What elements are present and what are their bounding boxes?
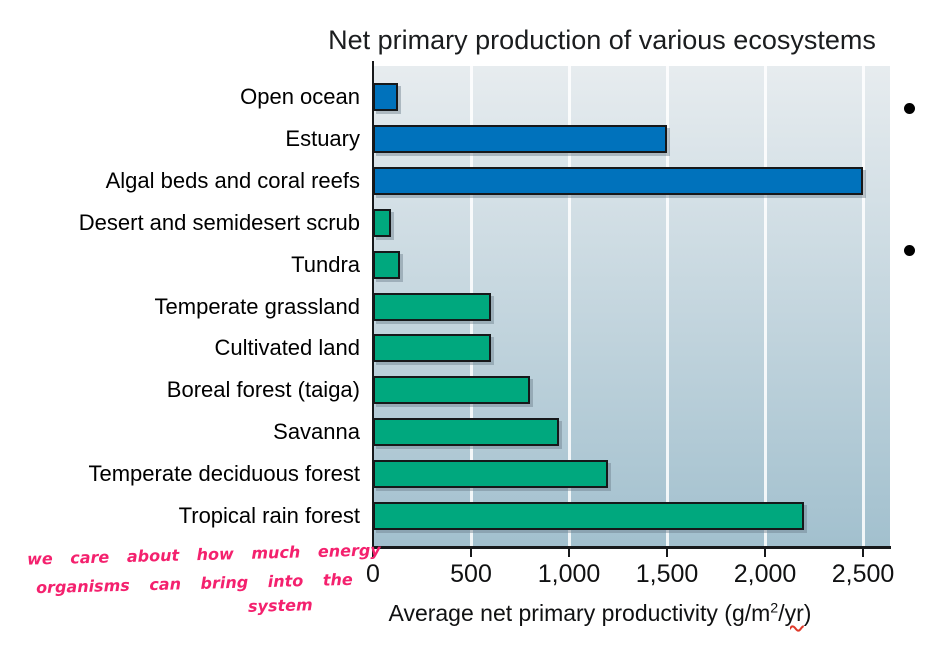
- x-tick-mark: [862, 549, 864, 557]
- category-label: Savanna: [273, 419, 360, 445]
- x-tick-mark: [666, 549, 668, 557]
- x-axis-label-slash: /: [778, 600, 785, 626]
- category-label: Cultivated land: [214, 335, 360, 361]
- x-tick-mark: [372, 549, 374, 557]
- bullet-point-icon: [904, 245, 915, 256]
- plot-area: [373, 66, 890, 546]
- category-label: Temperate deciduous forest: [88, 461, 361, 487]
- x-tick-label: 1,000: [537, 560, 601, 588]
- gridline: [861, 66, 865, 546]
- gridline: [567, 66, 571, 546]
- category-label: Open ocean: [240, 84, 360, 109]
- x-axis-label-close: ): [803, 600, 812, 626]
- bar: [373, 124, 667, 153]
- bar: [373, 460, 608, 489]
- bar: [373, 502, 804, 530]
- x-axis-label-superscript: 2: [770, 600, 779, 617]
- gridline: [763, 66, 767, 546]
- bar: [373, 83, 398, 111]
- category-label: Estuary: [285, 125, 360, 151]
- bullet-point-icon: [904, 103, 915, 114]
- x-axis-label-spellcheck-word: yr: [784, 600, 804, 626]
- bar: [373, 376, 530, 405]
- x-tick-label: 1,500: [635, 560, 699, 588]
- gridline: [665, 66, 669, 546]
- bar: [373, 334, 491, 363]
- category-label: Boreal forest (taiga): [166, 377, 360, 403]
- x-axis-line: [372, 546, 891, 549]
- category-labels: Open ocean Estuary Algal beds and coral re…: [0, 66, 360, 546]
- x-tick-label: 2,000: [733, 560, 797, 588]
- x-axis-label-prefix: Average net primary productivity (g/m: [388, 600, 771, 626]
- bar: [373, 208, 391, 237]
- bar: [373, 250, 400, 279]
- category-label: Algal beds and coral reefs: [105, 167, 360, 193]
- x-axis-label: Average net primary productivity (g/m2/y…: [350, 600, 850, 627]
- bar: [373, 418, 559, 447]
- x-tick-label: 500: [450, 560, 492, 588]
- x-tick-mark: [470, 549, 472, 557]
- chart-title: Net primary production of various ecosys…: [328, 25, 876, 55]
- category-label: Tropical rain forest: [178, 503, 360, 528]
- x-tick-label: 2,500: [831, 560, 895, 588]
- y-axis-line: [372, 61, 374, 548]
- category-label: Tundra: [291, 251, 360, 277]
- bar: [373, 166, 863, 195]
- x-axis-ticks: 0 500 1,000 1,500 2,000 2,500: [366, 549, 894, 594]
- handwriting-note-line-2: organisms can bring into the: [35, 569, 353, 598]
- handwriting-note-line-3: system: [247, 595, 313, 616]
- category-label: Desert and semidesert scrub: [78, 209, 360, 235]
- bar: [373, 292, 491, 321]
- x-tick-mark: [568, 549, 570, 557]
- x-tick-label: 0: [366, 560, 380, 588]
- category-label: Temperate grassland: [154, 293, 360, 319]
- x-tick-mark: [764, 549, 766, 557]
